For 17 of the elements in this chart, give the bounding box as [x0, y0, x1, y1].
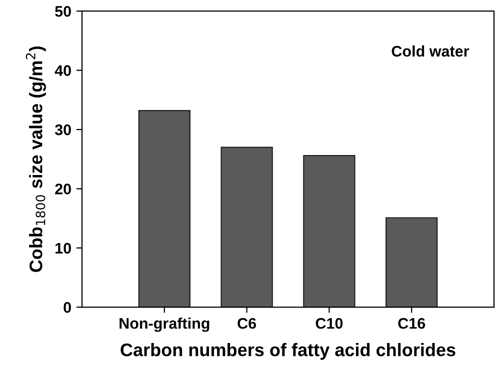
y-tick-label: 50 [55, 6, 71, 17]
x-axis-title: Carbon numbers of fatty acid chlorides [120, 343, 456, 360]
y-tick-label: 30 [54, 124, 71, 136]
x-tick-label: C10 [316, 318, 343, 329]
y-tick-label: 0 [64, 302, 71, 313]
bar [303, 155, 356, 308]
x-tick-label: C6 [238, 318, 256, 329]
bar [386, 217, 438, 308]
annotation: Cold water [392, 45, 470, 57]
x-tick-label: Non-grafting [120, 318, 210, 332]
y-axis-title: Cobb$_{1800}$ size value (g/m$^{2}$) [26, 46, 46, 272]
y-tick-label: 10 [56, 242, 71, 254]
x-tick-label: C16 [398, 318, 426, 329]
y-tick-label: 20 [55, 184, 71, 194]
bar [138, 110, 190, 308]
y-tick-label: 40 [54, 65, 71, 76]
bar [220, 146, 273, 308]
